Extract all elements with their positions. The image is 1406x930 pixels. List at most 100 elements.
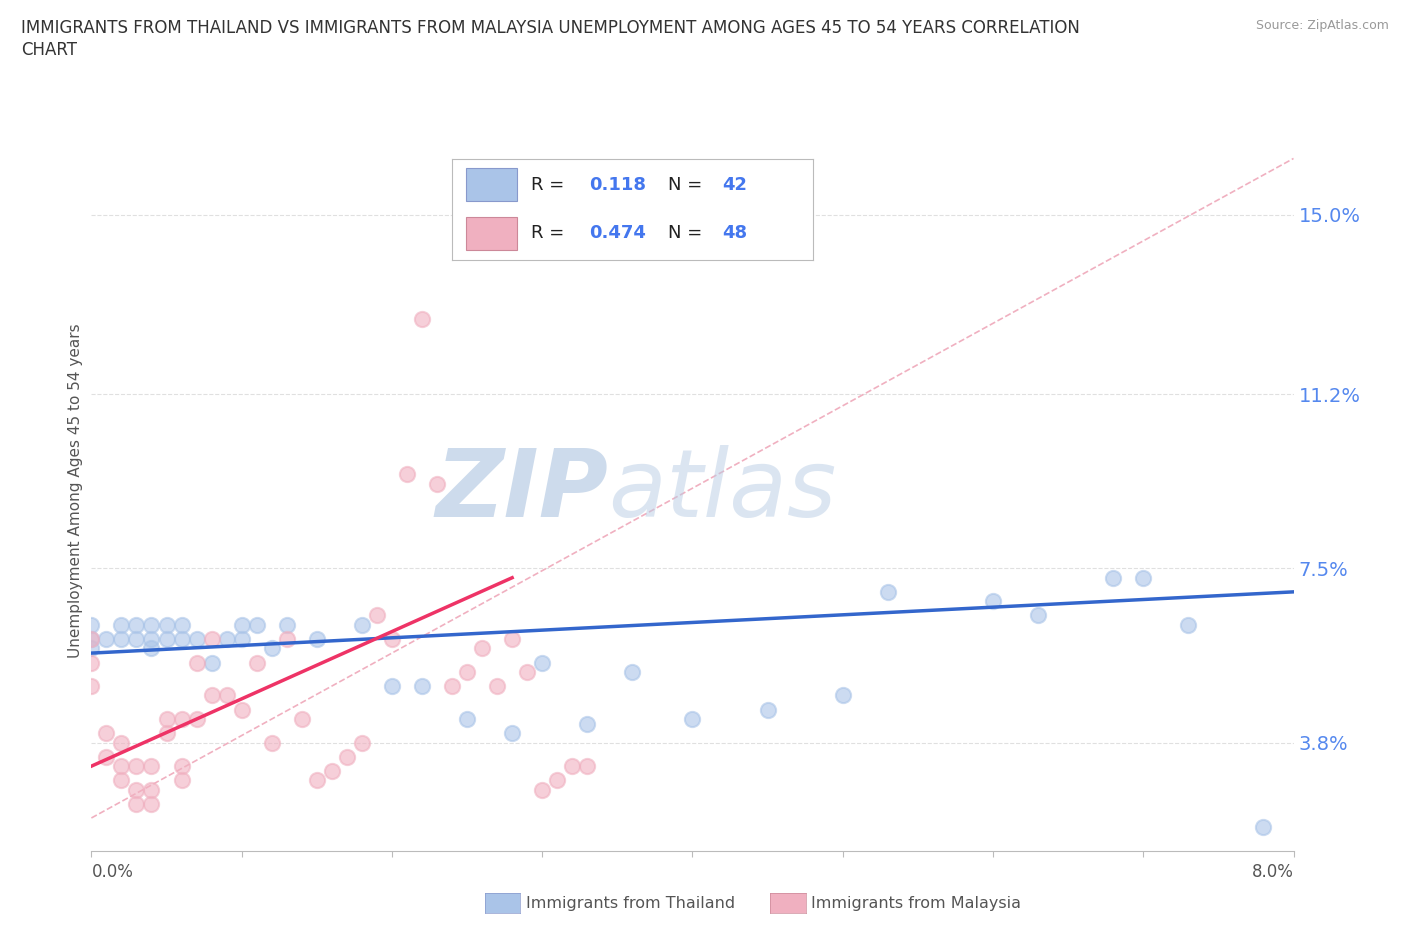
Point — [1132, 570, 1154, 585]
Point — [426, 476, 449, 491]
Text: Immigrants from Malaysia: Immigrants from Malaysia — [811, 896, 1021, 910]
Point — [456, 711, 478, 726]
Point — [276, 618, 298, 632]
Text: N =: N = — [668, 176, 709, 193]
Point — [381, 679, 404, 694]
Y-axis label: Unemployment Among Ages 45 to 54 years: Unemployment Among Ages 45 to 54 years — [67, 324, 83, 658]
Point — [80, 631, 103, 646]
Point — [276, 631, 298, 646]
Point — [621, 665, 644, 680]
Point — [576, 716, 599, 731]
Point — [170, 773, 193, 788]
Point — [756, 702, 779, 717]
Point — [125, 759, 148, 774]
Point — [246, 655, 269, 670]
Point — [80, 679, 103, 694]
Text: CHART: CHART — [21, 41, 77, 59]
Point — [231, 631, 253, 646]
Point — [395, 467, 418, 482]
Point — [80, 618, 103, 632]
Point — [201, 631, 224, 646]
Point — [201, 688, 224, 703]
Text: ZIP: ZIP — [436, 445, 609, 537]
Point — [170, 711, 193, 726]
Point — [96, 750, 118, 764]
Text: 0.474: 0.474 — [589, 224, 645, 242]
Point — [125, 796, 148, 811]
Text: 0.0%: 0.0% — [91, 863, 134, 881]
Point — [260, 735, 283, 750]
Point — [186, 655, 208, 670]
Point — [471, 641, 494, 656]
Point — [381, 631, 404, 646]
Point — [141, 759, 163, 774]
Point — [80, 631, 103, 646]
Point — [155, 618, 177, 632]
Text: 8.0%: 8.0% — [1251, 863, 1294, 881]
Point — [981, 594, 1004, 609]
Point — [516, 665, 538, 680]
Point — [170, 759, 193, 774]
Point — [155, 725, 177, 740]
Text: Immigrants from Thailand: Immigrants from Thailand — [526, 896, 735, 910]
Text: IMMIGRANTS FROM THAILAND VS IMMIGRANTS FROM MALAYSIA UNEMPLOYMENT AMONG AGES 45 : IMMIGRANTS FROM THAILAND VS IMMIGRANTS F… — [21, 19, 1080, 36]
Bar — [467, 217, 517, 250]
Point — [96, 631, 118, 646]
Point — [155, 711, 177, 726]
Point — [231, 702, 253, 717]
Point — [141, 782, 163, 797]
Point — [411, 679, 433, 694]
Point — [246, 618, 269, 632]
Point — [681, 711, 703, 726]
Point — [125, 782, 148, 797]
Point — [125, 631, 148, 646]
Point — [170, 631, 193, 646]
Point — [141, 618, 163, 632]
Point — [110, 773, 132, 788]
Point — [876, 584, 898, 599]
Text: 42: 42 — [723, 176, 748, 193]
Point — [141, 631, 163, 646]
Point — [110, 631, 132, 646]
Point — [80, 641, 103, 656]
Point — [501, 631, 523, 646]
Text: atlas: atlas — [609, 445, 837, 536]
Point — [546, 773, 568, 788]
Point — [486, 679, 509, 694]
Text: Source: ZipAtlas.com: Source: ZipAtlas.com — [1256, 19, 1389, 32]
Point — [305, 773, 328, 788]
Point — [186, 711, 208, 726]
Point — [110, 759, 132, 774]
Point — [531, 782, 554, 797]
Point — [231, 618, 253, 632]
Point — [531, 655, 554, 670]
Point — [321, 764, 343, 778]
Bar — [467, 168, 517, 202]
Text: 0.118: 0.118 — [589, 176, 647, 193]
Point — [110, 735, 132, 750]
Point — [350, 735, 373, 750]
Point — [1026, 608, 1049, 623]
Point — [561, 759, 583, 774]
Point — [110, 618, 132, 632]
Point — [125, 618, 148, 632]
Point — [831, 688, 853, 703]
Point — [141, 641, 163, 656]
Point — [576, 759, 599, 774]
Point — [215, 688, 238, 703]
Point — [350, 618, 373, 632]
Point — [260, 641, 283, 656]
Point — [96, 725, 118, 740]
Point — [186, 631, 208, 646]
Point — [141, 796, 163, 811]
Point — [366, 608, 388, 623]
Text: 48: 48 — [723, 224, 748, 242]
Point — [501, 725, 523, 740]
Point — [80, 655, 103, 670]
Text: R =: R = — [531, 224, 571, 242]
Point — [155, 631, 177, 646]
Point — [336, 750, 359, 764]
Point — [170, 618, 193, 632]
Point — [201, 655, 224, 670]
Text: R =: R = — [531, 176, 571, 193]
